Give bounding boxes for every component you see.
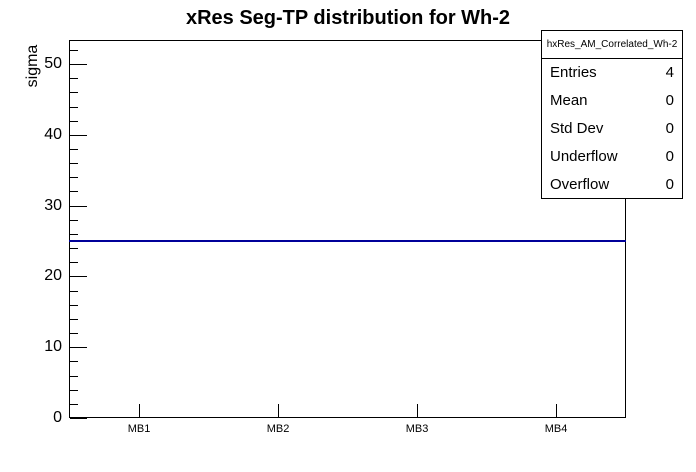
y-major-tick (70, 276, 87, 277)
chart-title: xRes Seg-TP distribution for Wh-2 (185, 7, 511, 29)
stats-box-title: hxRes_AM_Correlated_Wh-2 (542, 31, 682, 59)
y-tick-label: 0 (53, 409, 62, 426)
y-minor-tick (70, 319, 78, 320)
stats-row-label: Underflow (550, 147, 618, 165)
y-tick-label: 30 (44, 197, 62, 214)
stats-row-value: 4 (665, 64, 674, 82)
stats-row-value: 0 (665, 147, 674, 165)
y-minor-tick (70, 92, 78, 93)
x-tick-label: MB3 (405, 423, 429, 435)
histogram-line (69, 240, 626, 242)
y-minor-tick (70, 220, 78, 221)
y-tick-label: 40 (44, 126, 62, 143)
y-minor-tick (70, 404, 78, 405)
stats-row-value: 0 (665, 175, 674, 193)
stats-row-label: Entries (550, 64, 597, 82)
y-minor-tick (70, 107, 78, 108)
stats-row: Overflow 0 (542, 176, 682, 193)
y-minor-tick (70, 121, 78, 122)
y-tick-label: 20 (44, 267, 62, 284)
y-minor-tick (70, 78, 78, 79)
stats-row-value: 0 (665, 92, 674, 110)
y-minor-tick (70, 191, 78, 192)
stats-row-label: Std Dev (550, 119, 604, 137)
y-minor-tick (70, 163, 78, 164)
x-tick-label: MB2 (266, 423, 290, 435)
y-minor-tick (70, 361, 78, 362)
y-minor-tick (70, 149, 78, 150)
stats-row-label: Overflow (550, 175, 610, 193)
y-major-tick (70, 347, 87, 348)
x-bin-tick (417, 404, 418, 418)
x-bin-tick (278, 404, 279, 418)
y-minor-tick (70, 305, 78, 306)
y-major-tick (70, 64, 87, 65)
y-minor-tick (70, 291, 78, 292)
x-bin-tick (556, 404, 557, 418)
y-minor-tick (70, 177, 78, 178)
x-tick-label: MB4 (544, 423, 568, 435)
x-bin-tick (139, 404, 140, 418)
y-major-tick (70, 206, 87, 207)
y-minor-tick (70, 234, 78, 235)
stats-row-label: Mean (550, 92, 588, 110)
y-major-tick (70, 418, 87, 419)
y-tick-label: 10 (44, 338, 62, 355)
stats-row-value: 0 (665, 119, 674, 137)
y-tick-label: 50 (44, 55, 62, 72)
y-minor-tick (70, 376, 78, 377)
stats-row: Entries 4 (542, 64, 682, 81)
y-minor-tick (70, 50, 78, 51)
stats-box: hxRes_AM_Correlated_Wh-2 Entries 4 Mean 0 St… (541, 30, 683, 199)
stats-row: Underflow 0 (542, 148, 682, 165)
stats-row: Mean 0 (542, 92, 682, 109)
y-major-tick (70, 135, 87, 136)
y-minor-tick (70, 248, 78, 249)
plot-frame (69, 40, 626, 418)
stats-rows: Entries 4 Mean 0 Std Dev 0 Underflow 0 Overflow 0 (542, 59, 682, 198)
x-tick-label: MB1 (127, 423, 151, 435)
y-minor-tick (70, 390, 78, 391)
y-minor-tick (70, 262, 78, 263)
y-minor-tick (70, 333, 78, 334)
stats-row: Std Dev 0 (542, 120, 682, 137)
